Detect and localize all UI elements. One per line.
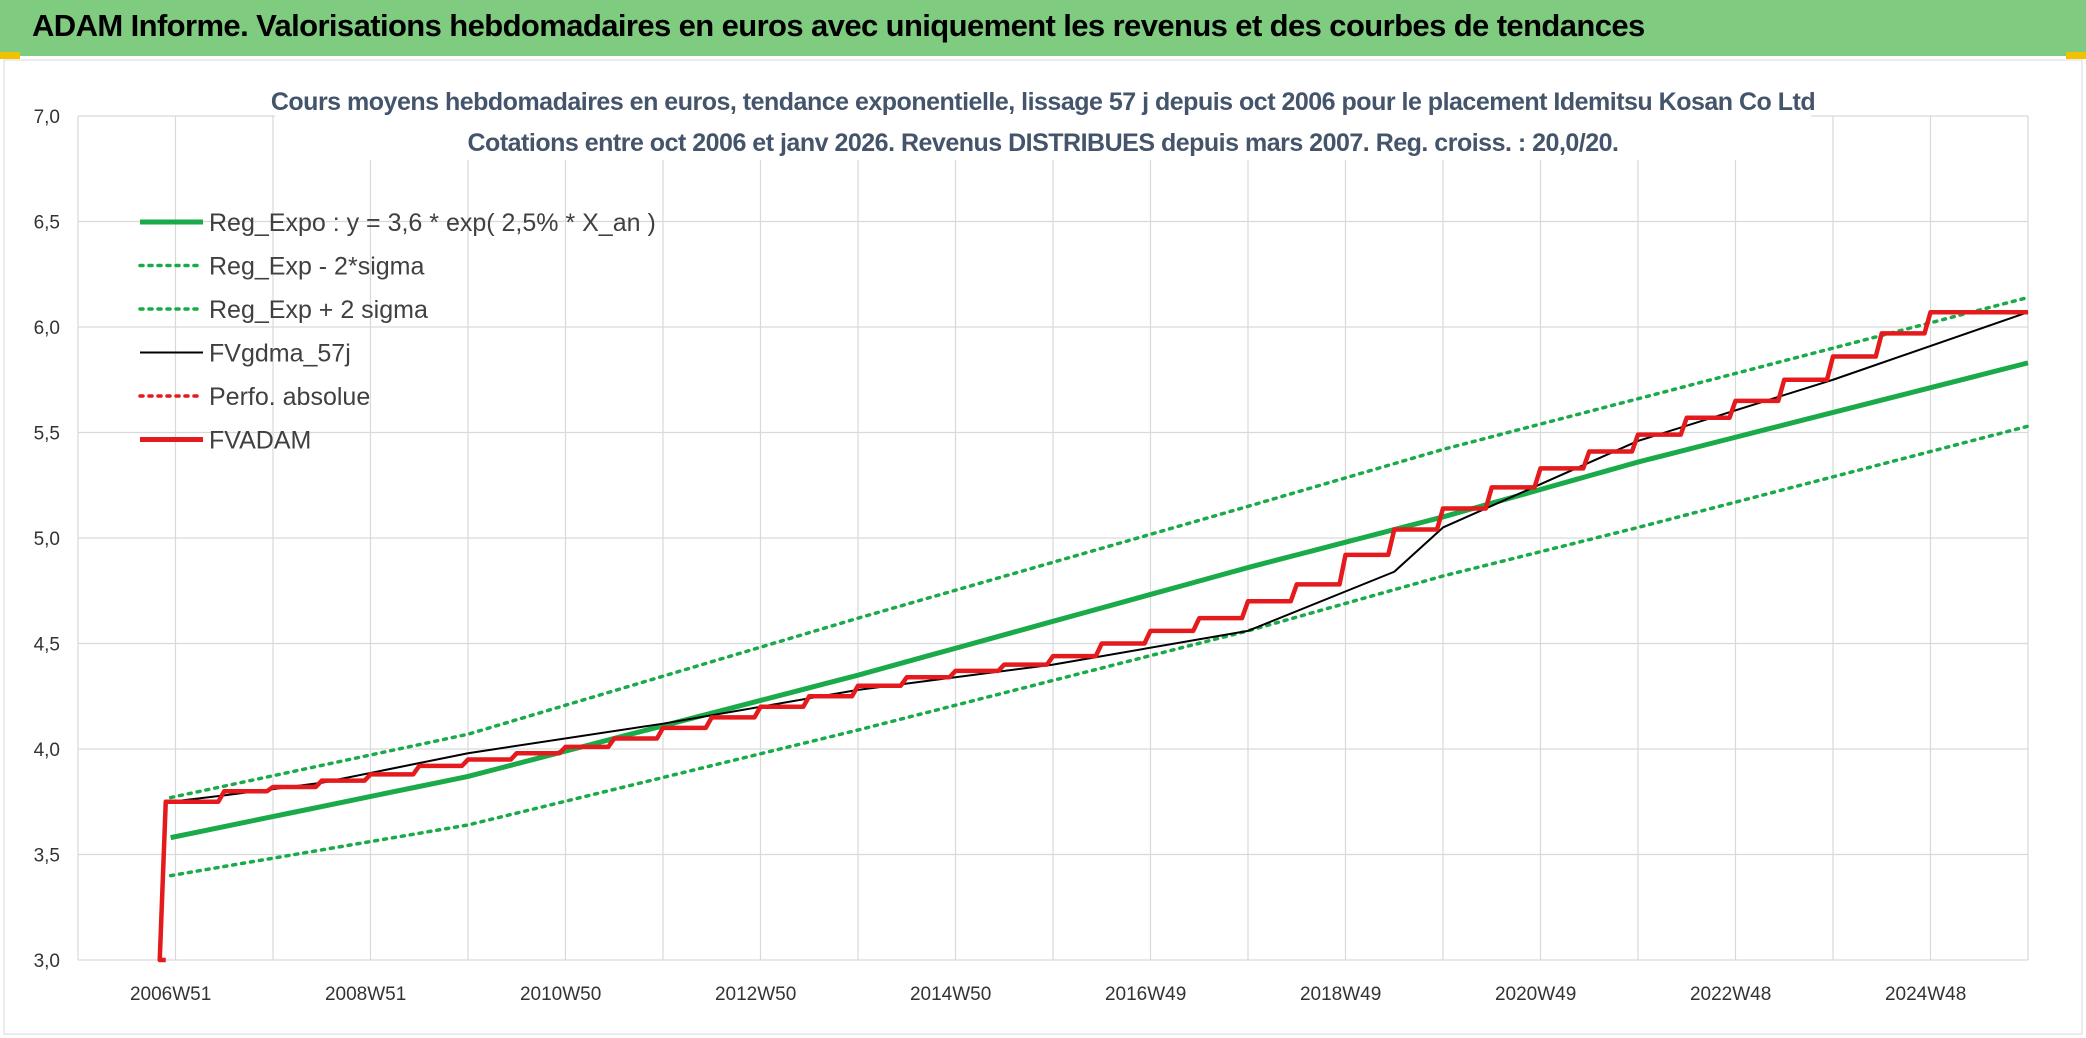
legend-label-0: Reg_Expo : y = 3,6 * exp( 2,5% * X_an ) [209,209,656,237]
y-tick-label: 4,0 [34,740,60,761]
y-tick-label: 3,0 [34,951,60,972]
banner-corner-left [0,52,20,59]
y-tick-label: 3,5 [34,846,60,867]
x-tick-label: 2006W51 [130,984,211,1005]
series-line-5 [157,309,2028,963]
x-tick-label: 2008W51 [325,984,406,1005]
series-line-2 [168,295,2030,800]
x-tick-label: 2018W49 [1300,984,1381,1005]
legend-label-1: Reg_Exp - 2*sigma [209,253,424,281]
y-tick-label: 6,5 [34,213,60,234]
banner-corner-right [2066,52,2086,59]
x-tick-label: 2022W48 [1690,984,1771,1005]
series-layer [157,295,2030,963]
chart-title-line-2: Cotations entre oct 2006 et janv 2026. R… [468,129,1619,157]
legend-label-5: FVADAM [209,427,311,455]
legend-label-3: FVgdma_57j [209,340,351,368]
y-tick-label: 7,0 [34,107,60,128]
y-tick-label: 4,5 [34,635,60,656]
legend-label-4: Perfo. absolue [209,383,370,411]
title-backdrop [275,84,1811,160]
y-tick-label: 5,0 [34,529,60,550]
x-tick-label: 2016W49 [1105,984,1186,1005]
chart-title-line-1: Cours moyens hebdomadaires en euros, ten… [271,88,1815,116]
legend-label-2: Reg_Exp + 2 sigma [209,296,428,324]
grid-layer [77,115,2029,961]
report-banner: ADAM Informe. Valorisations hebdomadaire… [0,0,2086,56]
report-title: ADAM Informe. Valorisations hebdomadaire… [32,8,1645,43]
x-tick-label: 2020W49 [1495,984,1576,1005]
y-tick-label: 5,5 [34,424,60,445]
x-tick-label: 2014W50 [910,984,991,1005]
chart-area [3,59,2083,1035]
series-line-0 [170,360,2029,841]
y-tick-label: 6,0 [34,318,60,339]
axis-labels: 3,0 3,5 4,0 4,5 5,0 5,5 6,0 6,5 7,0 2006W51 2008W5… [34,107,1967,1005]
chart-legend: Reg_Expo : y = 3,6 * exp( 2,5% * X_an ) R… [138,209,656,455]
x-tick-label: 2010W50 [520,984,601,1005]
x-tick-label: 2024W48 [1885,984,1966,1005]
x-tick-label: 2012W50 [715,984,796,1005]
